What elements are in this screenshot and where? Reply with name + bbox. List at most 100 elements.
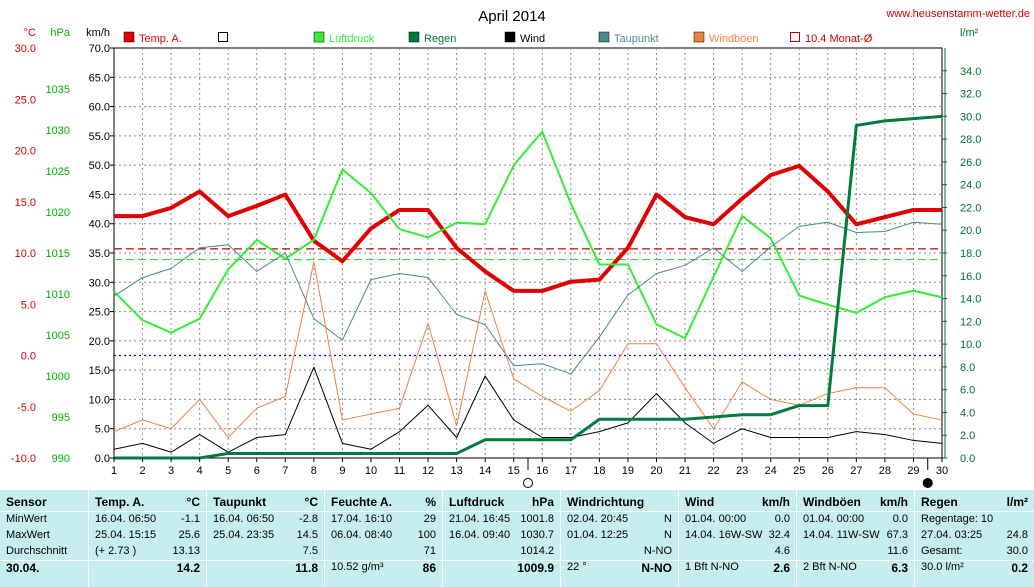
wind-axis-tick: 55.0 <box>89 131 110 143</box>
rain-axis-tick: 28.0 <box>960 134 981 146</box>
stats-row-label: 01.04. 00:00 <box>803 513 865 525</box>
stats-row: 01.04. 00:00 0.0 <box>679 513 796 529</box>
stats-separator <box>443 511 560 512</box>
legend-swatch <box>693 31 705 43</box>
x-tick-label: 17 <box>565 465 577 477</box>
stats-row-label: 30.0 l/m² <box>921 561 964 573</box>
stats-separator <box>325 511 442 512</box>
stats-column-pressure: Luftdruck hPa 21.04. 16:45 1001.8 16.04. 09:… <box>442 490 560 587</box>
stats-row-label: 17.04. 16:10 <box>331 513 393 525</box>
legend-label: Luftdruck <box>329 33 375 45</box>
pressure-axis-tick: 1005 <box>46 330 70 342</box>
wind-axis-tick: 40.0 <box>89 219 110 231</box>
stats-row-value: 1001.8 <box>520 513 554 525</box>
pressure-axis-tick: 990 <box>52 453 70 465</box>
stats-row: 06.04. 08:40 100 <box>325 529 442 545</box>
statistics-panel: Sensor MinWert MaxWert Durchschnitt 30.04. Te… <box>0 490 1034 587</box>
pressure-axis-tick: 1030 <box>46 125 70 137</box>
legend-label: 10.4 Monat-Ø <box>805 33 873 45</box>
pressure-axis-tick: 995 <box>52 412 70 424</box>
stats-header: Taupunkt °C <box>207 495 324 511</box>
wind-axis-tick: 0.0 <box>95 453 110 465</box>
x-tick-label: 2 <box>139 465 145 477</box>
x-tick-label: 3 <box>168 465 174 477</box>
legend-swatch <box>790 32 800 42</box>
x-tick-label: 13 <box>450 465 462 477</box>
series-regen <box>114 114 943 460</box>
stats-separator <box>89 511 206 512</box>
x-tick-label: 27 <box>850 465 862 477</box>
stats-separator <box>679 560 796 561</box>
wind-axis-tick: 25.0 <box>89 307 110 319</box>
chart-series <box>113 114 943 460</box>
rain-axis-tick: 2.0 <box>960 430 975 442</box>
legend-swatch <box>123 31 135 43</box>
stats-row-label: Gesamt: <box>921 545 963 557</box>
stats-header-title: Temp. A. <box>95 495 145 509</box>
x-tick-label: 1 <box>111 465 117 477</box>
x-tick-label: 19 <box>622 465 634 477</box>
stats-row-value: 1030.7 <box>520 529 554 541</box>
wind-axis-tick: 60.0 <box>89 102 110 114</box>
stats-row: 02.04. 20:45 N <box>561 513 678 529</box>
stats-row: 11.6 <box>797 545 914 561</box>
stats-row: 2 Bft N-NO 6.3 <box>797 561 914 577</box>
stats-row: 17.04. 16:10 29 <box>325 513 442 529</box>
stats-row-label: 01.04. 00:00 <box>685 513 747 525</box>
stats-row-value: 6.3 <box>891 561 908 575</box>
x-tick-label: 25 <box>793 465 805 477</box>
pressure-axis-tick: 1010 <box>46 289 70 301</box>
temp-axis-tick: 20.0 <box>15 146 36 158</box>
stats-row-value: 0.2 <box>1011 561 1028 575</box>
rain-axis-tick: 34.0 <box>960 66 981 78</box>
temp-axis-tick: 10.0 <box>15 248 36 260</box>
wind-axis-tick: 15.0 <box>89 365 110 377</box>
plot-frame <box>113 47 943 459</box>
wind-axis-tick: 20.0 <box>89 336 110 348</box>
stats-row-label: 01.04. 12:25 <box>567 529 629 541</box>
x-tick-label: 20 <box>650 465 662 477</box>
stats-header: Feuchte A.% <box>325 495 442 511</box>
pressure-axis-tick: 1035 <box>46 84 70 96</box>
stats-header-title: Regen <box>921 495 958 509</box>
wind-axis-tick: 65.0 <box>89 72 110 84</box>
stats-row: 30.0 l/m² 0.2 <box>915 561 1034 577</box>
x-tick-label: 12 <box>422 465 434 477</box>
stats-separator <box>443 560 560 561</box>
legend-swatch <box>408 31 420 43</box>
series-wind <box>113 366 943 453</box>
stats-row: 27.04. 03:25 24.8 <box>915 529 1034 545</box>
rain-axis-tick: 26.0 <box>960 157 981 169</box>
temp-axis-unit: °C <box>24 27 36 39</box>
stats-row-label: 30.04. <box>6 561 40 575</box>
stats-row-value: 1014.2 <box>520 545 554 557</box>
series-taupunkt <box>113 221 943 375</box>
legend-swatch <box>598 31 610 43</box>
stats-row: 11.8 <box>207 561 324 577</box>
stats-row: 7.5 <box>207 545 324 561</box>
chart-title: April 2014 <box>478 8 546 25</box>
chart-legend: Temp. A. Luftdruck Regen Wind Taupunkt Windbö… <box>123 31 873 45</box>
rain-axis-tick: 22.0 <box>960 202 981 214</box>
stats-row: 14.2 <box>89 561 206 577</box>
stats-header: Luftdruck hPa <box>443 495 560 511</box>
stats-row-value: 86 <box>422 561 436 575</box>
stats-row: 21.04. 16:45 1001.8 <box>443 513 560 529</box>
stats-row-label: 2 Bft N-NO <box>803 561 857 573</box>
x-tick-label: 7 <box>282 465 288 477</box>
stats-header-unit: km/h <box>761 495 790 509</box>
wind-axis-tick: 10.0 <box>89 394 110 406</box>
stats-row: 14.04. 11W-SW 67.3 <box>797 529 914 545</box>
stats-row-label: 1 Bft N-NO <box>685 561 739 573</box>
rain-axis-tick: 6.0 <box>960 385 975 397</box>
stats-row: 30.04. <box>0 561 88 577</box>
reference-lines <box>114 248 942 357</box>
stats-separator <box>915 511 1034 512</box>
stats-row-label: 22 ° <box>567 561 587 573</box>
site-link[interactable]: www.heusenstamm-wetter.de <box>885 8 1030 20</box>
wind-axis-unit: km/h <box>86 27 110 39</box>
x-tick-label: 28 <box>879 465 891 477</box>
rain-axis-tick: 24.0 <box>960 180 981 192</box>
x-tick-label: 18 <box>593 465 605 477</box>
stats-row-label: 14.04. 16W-SW <box>685 529 763 541</box>
